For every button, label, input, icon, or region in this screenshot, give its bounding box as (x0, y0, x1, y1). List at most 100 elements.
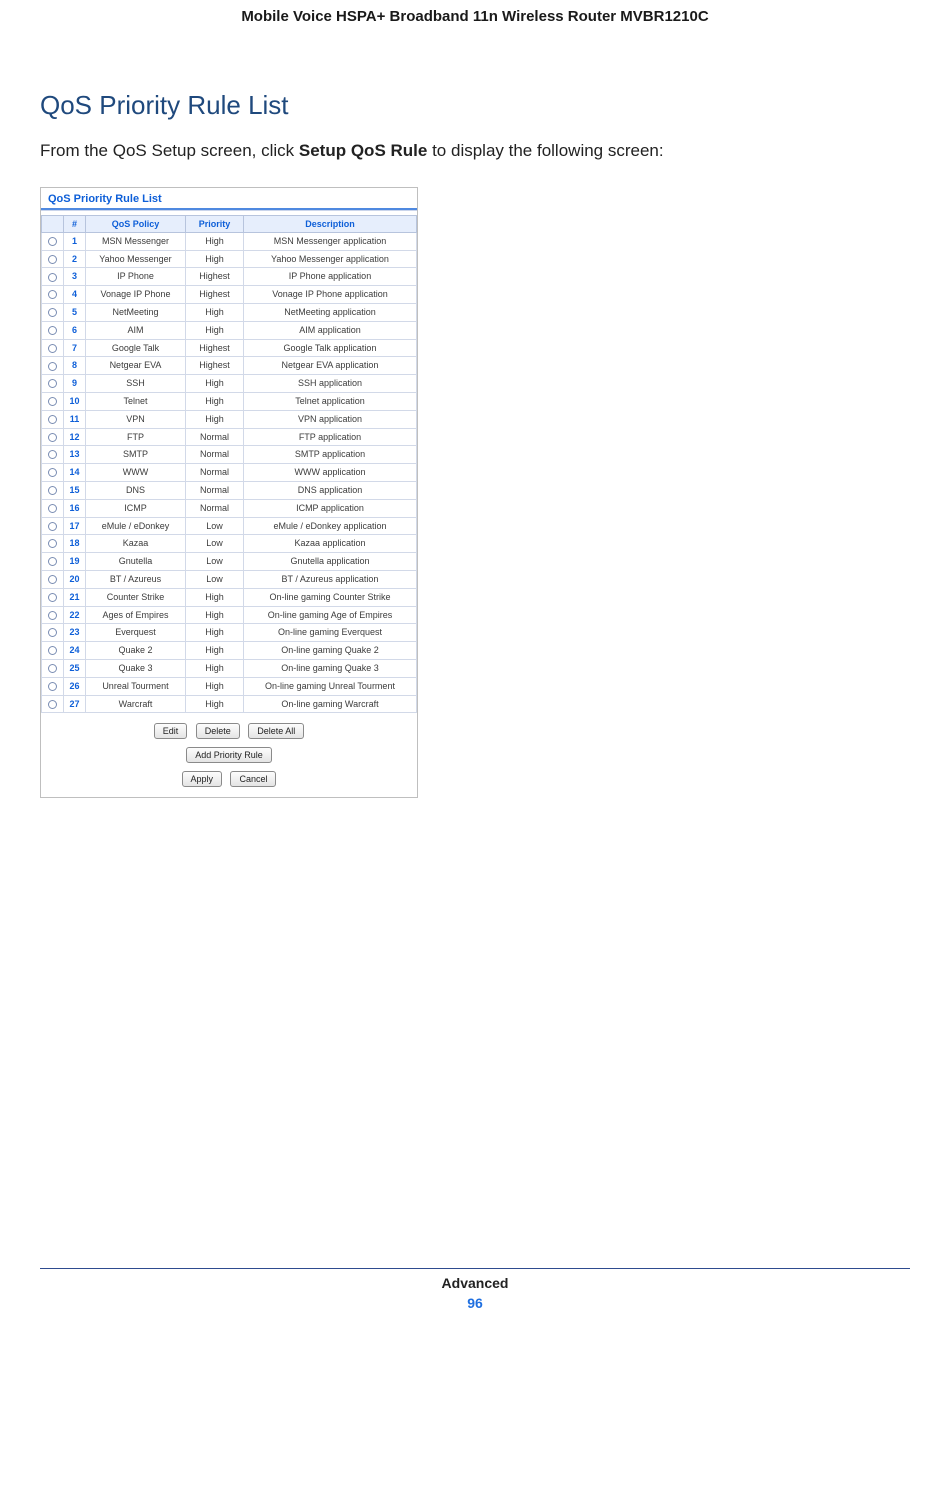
radio-icon[interactable] (48, 646, 57, 655)
row-radio-cell[interactable] (42, 624, 64, 642)
radio-icon[interactable] (48, 433, 57, 442)
radio-icon[interactable] (48, 575, 57, 584)
row-radio-cell[interactable] (42, 232, 64, 250)
table-row: 25Quake 3HighOn-line gaming Quake 3 (42, 659, 417, 677)
row-radio-cell[interactable] (42, 446, 64, 464)
row-description: AIM application (244, 321, 417, 339)
row-radio-cell[interactable] (42, 410, 64, 428)
row-priority: Low (186, 517, 244, 535)
radio-icon[interactable] (48, 504, 57, 513)
radio-icon[interactable] (48, 308, 57, 317)
row-policy: SMTP (86, 446, 186, 464)
row-radio-cell[interactable] (42, 286, 64, 304)
row-number: 24 (64, 642, 86, 660)
row-priority: High (186, 659, 244, 677)
row-radio-cell[interactable] (42, 392, 64, 410)
row-radio-cell[interactable] (42, 375, 64, 393)
row-policy: Everquest (86, 624, 186, 642)
row-radio-cell[interactable] (42, 642, 64, 660)
row-description: WWW application (244, 464, 417, 482)
radio-icon[interactable] (48, 344, 57, 353)
delete-all-button[interactable]: Delete All (248, 723, 304, 739)
radio-icon[interactable] (48, 273, 57, 282)
footer-label: Advanced (40, 1275, 910, 1291)
row-radio-cell[interactable] (42, 659, 64, 677)
footer-page-number: 96 (40, 1295, 910, 1311)
row-radio-cell[interactable] (42, 303, 64, 321)
row-description: Telnet application (244, 392, 417, 410)
radio-icon[interactable] (48, 539, 57, 548)
row-radio-cell[interactable] (42, 588, 64, 606)
row-radio-cell[interactable] (42, 553, 64, 571)
radio-icon[interactable] (48, 397, 57, 406)
row-policy: Quake 2 (86, 642, 186, 660)
radio-icon[interactable] (48, 593, 57, 602)
radio-icon[interactable] (48, 290, 57, 299)
radio-icon[interactable] (48, 450, 57, 459)
row-radio-cell[interactable] (42, 339, 64, 357)
radio-icon[interactable] (48, 237, 57, 246)
row-number: 17 (64, 517, 86, 535)
table-row: 22Ages of EmpiresHighOn-line gaming Age … (42, 606, 417, 624)
table-row: 5NetMeetingHighNetMeeting application (42, 303, 417, 321)
delete-button[interactable]: Delete (196, 723, 240, 739)
row-priority: High (186, 642, 244, 660)
row-number: 15 (64, 481, 86, 499)
row-radio-cell[interactable] (42, 606, 64, 624)
row-description: On-line gaming Counter Strike (244, 588, 417, 606)
row-description: On-line gaming Quake 3 (244, 659, 417, 677)
row-number: 2 (64, 250, 86, 268)
row-radio-cell[interactable] (42, 481, 64, 499)
row-policy: IP Phone (86, 268, 186, 286)
col-desc-header: Description (244, 215, 417, 232)
row-radio-cell[interactable] (42, 250, 64, 268)
row-radio-cell[interactable] (42, 464, 64, 482)
row-number: 5 (64, 303, 86, 321)
row-radio-cell[interactable] (42, 677, 64, 695)
row-radio-cell[interactable] (42, 517, 64, 535)
row-radio-cell[interactable] (42, 268, 64, 286)
radio-icon[interactable] (48, 255, 57, 264)
row-priority: Highest (186, 357, 244, 375)
radio-icon[interactable] (48, 611, 57, 620)
apply-button[interactable]: Apply (182, 771, 223, 787)
radio-icon[interactable] (48, 326, 57, 335)
row-radio-cell[interactable] (42, 570, 64, 588)
radio-icon[interactable] (48, 379, 57, 388)
row-policy: MSN Messenger (86, 232, 186, 250)
radio-icon[interactable] (48, 557, 57, 566)
row-radio-cell[interactable] (42, 535, 64, 553)
row-radio-cell[interactable] (42, 357, 64, 375)
row-number: 20 (64, 570, 86, 588)
row-policy: DNS (86, 481, 186, 499)
radio-icon[interactable] (48, 415, 57, 424)
row-priority: High (186, 677, 244, 695)
row-radio-cell[interactable] (42, 321, 64, 339)
add-priority-rule-button[interactable]: Add Priority Rule (186, 747, 272, 763)
row-radio-cell[interactable] (42, 428, 64, 446)
row-priority: High (186, 606, 244, 624)
row-number: 27 (64, 695, 86, 713)
radio-icon[interactable] (48, 664, 57, 673)
radio-icon[interactable] (48, 362, 57, 371)
radio-icon[interactable] (48, 682, 57, 691)
cancel-button[interactable]: Cancel (230, 771, 276, 787)
radio-icon[interactable] (48, 522, 57, 531)
radio-icon[interactable] (48, 468, 57, 477)
row-number: 6 (64, 321, 86, 339)
row-priority: Low (186, 535, 244, 553)
row-priority: High (186, 695, 244, 713)
table-row: 21Counter StrikeHighOn-line gaming Count… (42, 588, 417, 606)
table-row: 6AIMHighAIM application (42, 321, 417, 339)
row-radio-cell[interactable] (42, 499, 64, 517)
row-description: On-line gaming Quake 2 (244, 642, 417, 660)
row-description: BT / Azureus application (244, 570, 417, 588)
radio-icon[interactable] (48, 700, 57, 709)
radio-icon[interactable] (48, 486, 57, 495)
col-num-header: # (64, 215, 86, 232)
row-number: 11 (64, 410, 86, 428)
row-radio-cell[interactable] (42, 695, 64, 713)
edit-button[interactable]: Edit (154, 723, 188, 739)
radio-icon[interactable] (48, 628, 57, 637)
row-number: 7 (64, 339, 86, 357)
